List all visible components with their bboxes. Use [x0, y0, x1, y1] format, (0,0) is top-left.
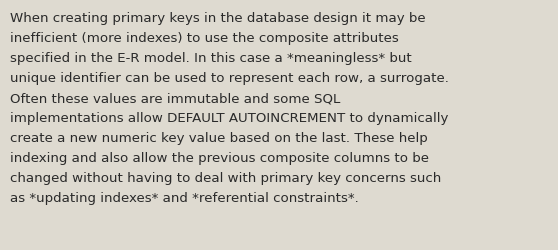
Text: inefficient (more indexes) to use the composite attributes: inefficient (more indexes) to use the co…: [10, 32, 399, 45]
Text: specified in the E-R model. In this case a *meaningless* but: specified in the E-R model. In this case…: [10, 52, 412, 65]
Text: implementations allow DEFAULT AUTOINCREMENT to dynamically: implementations allow DEFAULT AUTOINCREM…: [10, 112, 449, 124]
Text: as *updating indexes* and *referential constraints*.: as *updating indexes* and *referential c…: [10, 191, 359, 204]
Text: unique identifier can be used to represent each row, a surrogate.: unique identifier can be used to represe…: [10, 72, 449, 85]
Text: Often these values are immutable and some SQL: Often these values are immutable and som…: [10, 92, 340, 104]
Text: When creating primary keys in the database design it may be: When creating primary keys in the databa…: [10, 12, 426, 25]
Text: create a new numeric key value based on the last. These help: create a new numeric key value based on …: [10, 132, 428, 144]
Text: changed without having to deal with primary key concerns such: changed without having to deal with prim…: [10, 171, 441, 184]
Text: indexing and also allow the previous composite columns to be: indexing and also allow the previous com…: [10, 152, 429, 164]
